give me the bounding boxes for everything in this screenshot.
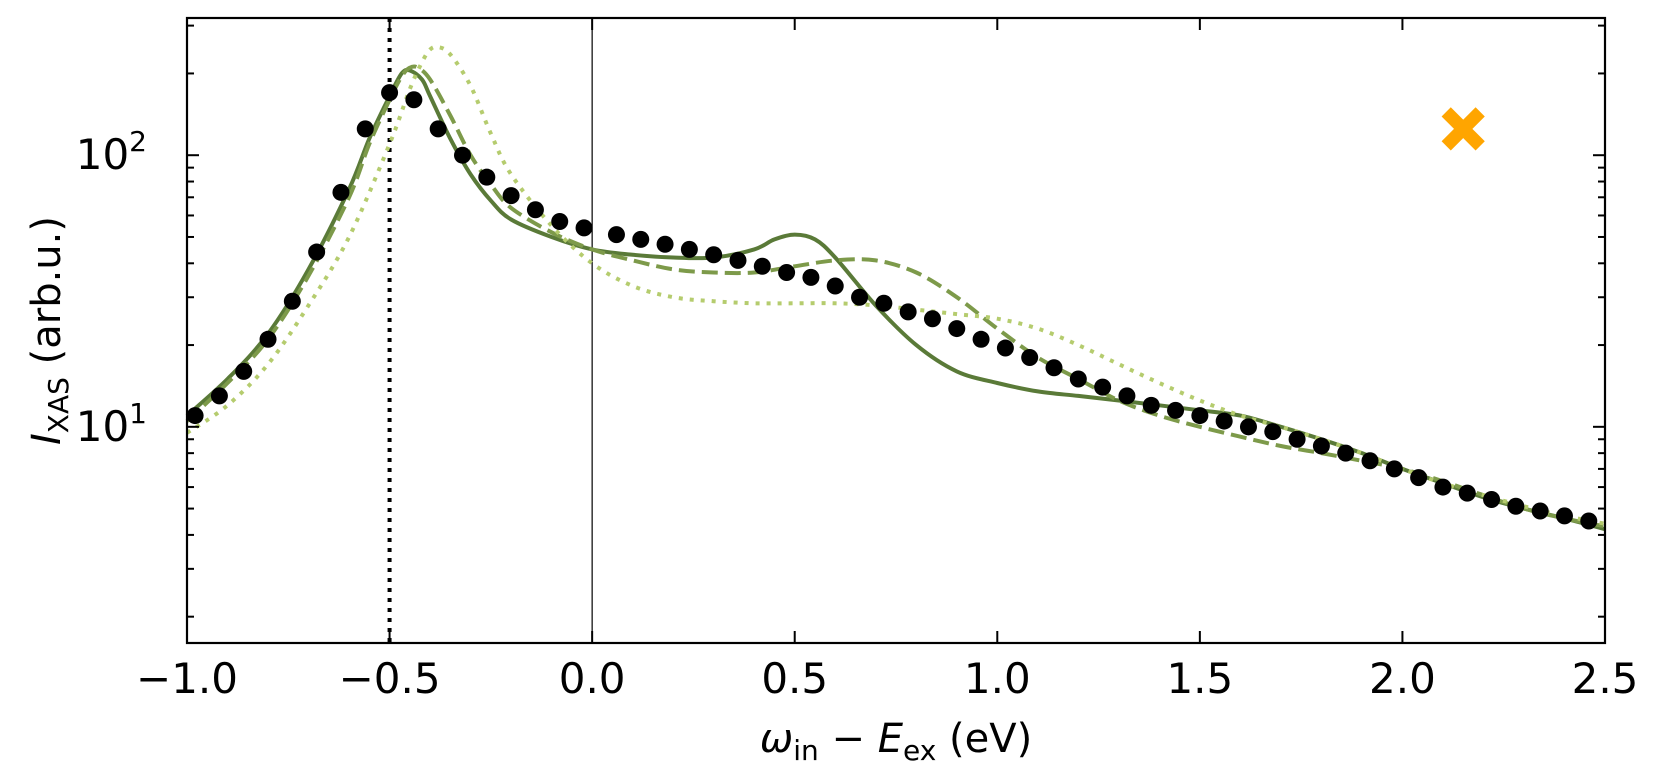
data-point — [1434, 478, 1452, 496]
x-label-symbol2: E — [878, 716, 904, 762]
data-point — [1191, 407, 1209, 425]
data-point — [656, 235, 674, 253]
data-point — [1385, 460, 1403, 478]
data-point — [1555, 507, 1573, 525]
data-point — [729, 251, 747, 269]
series-dotted-line — [185, 44, 1606, 526]
y-tick-base: 10 — [76, 402, 129, 451]
data-point — [210, 387, 228, 405]
plot-frame — [185, 16, 1607, 645]
data-point — [1094, 378, 1112, 396]
data-point — [1167, 401, 1185, 419]
y-tick-exponent: 1 — [129, 397, 147, 430]
data-point — [1045, 359, 1063, 377]
data-point — [1531, 502, 1549, 520]
orange-x-marker — [1441, 107, 1485, 151]
data-point — [851, 288, 869, 306]
data-point — [186, 407, 204, 425]
y-tick-base: 10 — [76, 130, 129, 179]
data-point — [753, 257, 771, 275]
x-tick-label: 1.0 — [964, 654, 1031, 703]
data-point — [356, 120, 374, 138]
data-point — [972, 330, 990, 348]
series-dashed-line — [185, 64, 1606, 529]
data-point — [1142, 396, 1160, 414]
data-point — [381, 84, 399, 102]
data-point — [826, 277, 844, 295]
data-point — [1410, 469, 1428, 487]
series-layer — [185, 44, 1606, 532]
data-point — [899, 303, 917, 321]
data-point — [405, 91, 423, 109]
x-label-sub2: ex — [903, 734, 936, 767]
data-point — [526, 201, 544, 219]
y-tick-exponent: 2 — [129, 125, 147, 158]
x-label-sub1: in — [793, 734, 819, 767]
data-point — [802, 268, 820, 286]
data-point — [705, 246, 723, 264]
data-point — [1458, 484, 1476, 502]
data-point — [996, 339, 1014, 357]
data-point — [332, 183, 350, 201]
reference-lines — [387, 18, 593, 643]
x-label-symbol: ω — [760, 716, 794, 762]
data-point — [1337, 444, 1355, 462]
data-points — [186, 84, 1598, 530]
data-point — [1580, 512, 1598, 530]
y-tick-label: 101 — [76, 397, 147, 451]
data-point — [308, 243, 326, 261]
data-point — [1361, 452, 1379, 470]
data-point — [551, 213, 569, 231]
y-axis-label: IXAS (arb.u.) — [24, 216, 75, 445]
data-point — [235, 362, 253, 380]
data-point — [1264, 423, 1282, 441]
data-point — [1118, 387, 1136, 405]
x-tick-label: −0.5 — [339, 654, 441, 703]
data-point — [632, 230, 650, 248]
x-axis-ticks: −1.0 −0.5 0.0 0.5 1.0 1.5 2.0 2.5 — [136, 18, 1638, 703]
marker-stroke — [1441, 107, 1485, 151]
x-axis-label: ωin − Eex (eV) — [760, 716, 1032, 767]
data-point — [478, 168, 496, 186]
data-point — [259, 330, 277, 348]
data-point — [429, 120, 447, 138]
series-solid-line — [185, 67, 1606, 532]
data-point — [502, 187, 520, 205]
data-point — [1312, 437, 1330, 455]
data-point — [680, 240, 698, 258]
x-tick-label: 2.0 — [1369, 654, 1436, 703]
x-label-unit: (eV) — [936, 716, 1032, 762]
data-point — [453, 146, 471, 164]
data-point — [1483, 491, 1501, 509]
data-point — [923, 310, 941, 328]
data-point — [1288, 430, 1306, 448]
x-tick-label: −1.0 — [136, 654, 238, 703]
y-label-symbol: I — [24, 433, 70, 445]
x-tick-label: 2.5 — [1572, 654, 1639, 703]
data-point — [575, 219, 593, 237]
data-point — [283, 292, 301, 310]
data-point — [1215, 412, 1233, 430]
x-tick-label: 0.5 — [761, 654, 828, 703]
data-point — [1507, 497, 1525, 515]
y-tick-label: 102 — [76, 125, 147, 179]
x-tick-label: 1.5 — [1166, 654, 1233, 703]
data-point — [607, 226, 625, 244]
data-point — [1239, 418, 1257, 436]
x-tick-label: 0.0 — [559, 654, 626, 703]
data-point — [1021, 348, 1039, 366]
y-label-unit: (arb.u.) — [24, 216, 70, 377]
data-point — [1069, 370, 1087, 388]
data-point — [948, 320, 966, 338]
data-point — [875, 294, 893, 312]
x-label-minus: − — [819, 716, 878, 762]
data-point — [778, 263, 796, 281]
y-label-sub: XAS — [42, 377, 75, 433]
